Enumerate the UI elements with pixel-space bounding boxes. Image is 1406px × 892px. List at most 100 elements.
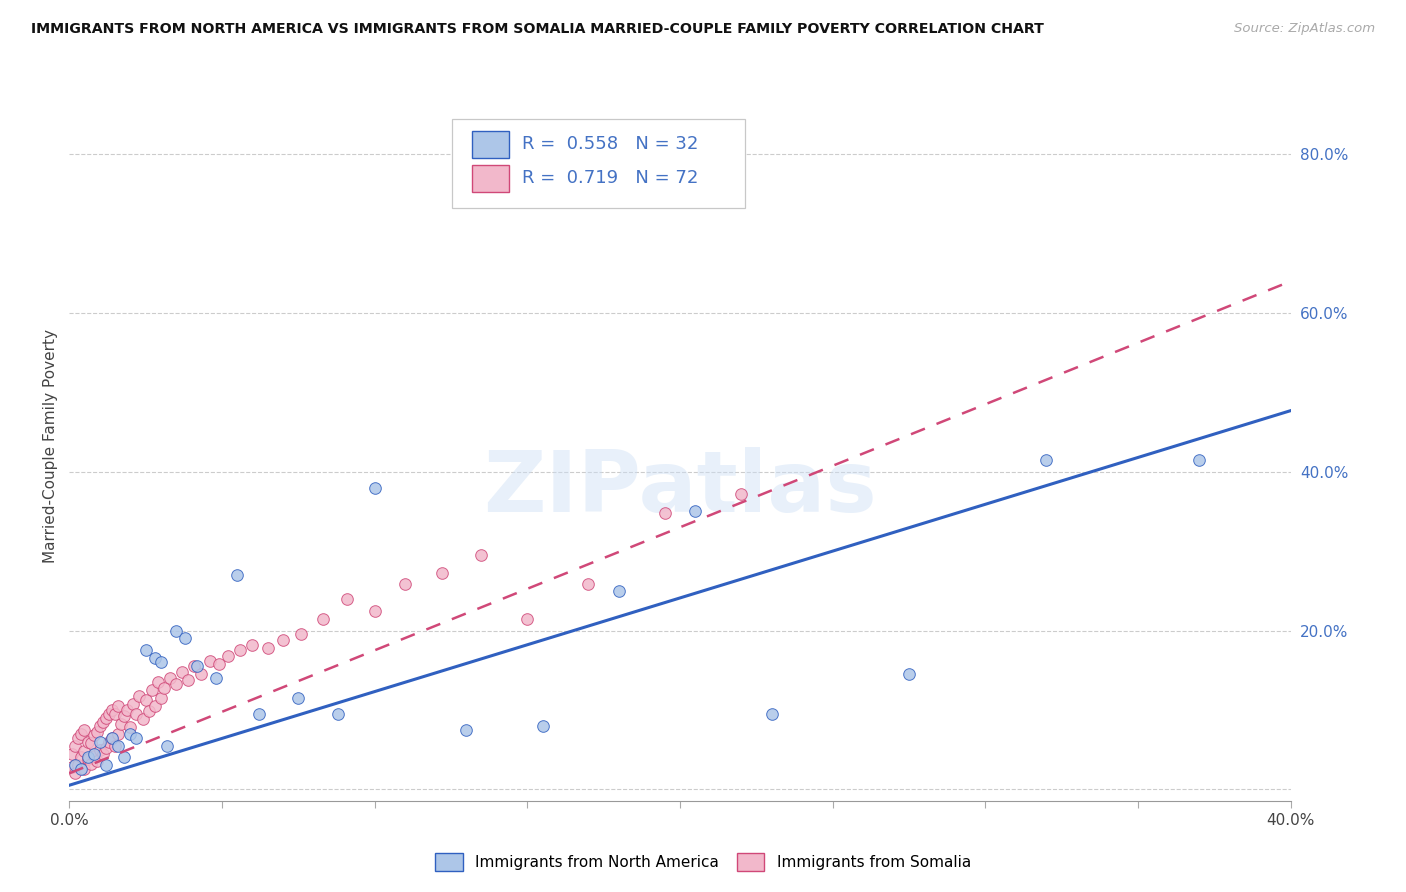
Point bbox=[217, 648, 239, 663]
Point bbox=[73, 723, 96, 737]
Point bbox=[311, 611, 333, 625]
Point bbox=[183, 659, 205, 673]
Point bbox=[65, 758, 87, 772]
Text: ZIPatlas: ZIPatlas bbox=[484, 447, 877, 530]
Point bbox=[208, 657, 231, 671]
Point bbox=[138, 705, 160, 719]
Point bbox=[76, 734, 98, 748]
Point bbox=[146, 675, 169, 690]
Point bbox=[112, 709, 135, 723]
Point bbox=[531, 719, 554, 733]
Point bbox=[97, 706, 120, 721]
Point bbox=[456, 723, 478, 737]
Point bbox=[131, 712, 153, 726]
Point bbox=[110, 717, 132, 731]
Text: Source: ZipAtlas.com: Source: ZipAtlas.com bbox=[1234, 22, 1375, 36]
Point bbox=[65, 739, 87, 753]
Point bbox=[112, 750, 135, 764]
Point bbox=[226, 568, 249, 582]
Point bbox=[247, 706, 270, 721]
Point bbox=[76, 752, 98, 766]
Point bbox=[394, 577, 416, 591]
Point bbox=[143, 698, 166, 713]
Point bbox=[149, 690, 172, 705]
Point bbox=[70, 727, 93, 741]
Point bbox=[290, 627, 312, 641]
Point bbox=[229, 643, 252, 657]
Point bbox=[83, 748, 105, 763]
Point bbox=[89, 734, 111, 748]
Point bbox=[128, 689, 150, 703]
Text: IMMIGRANTS FROM NORTH AMERICA VS IMMIGRANTS FROM SOMALIA MARRIED-COUPLE FAMILY P: IMMIGRANTS FROM NORTH AMERICA VS IMMIGRA… bbox=[31, 22, 1043, 37]
Point bbox=[159, 671, 181, 685]
Point bbox=[204, 671, 226, 685]
Point bbox=[104, 706, 127, 721]
Point bbox=[730, 487, 752, 501]
Point bbox=[125, 731, 148, 745]
Point bbox=[70, 763, 93, 777]
Point bbox=[70, 750, 93, 764]
Point bbox=[242, 638, 264, 652]
Point bbox=[172, 665, 194, 679]
Point bbox=[141, 683, 163, 698]
Point bbox=[430, 566, 453, 581]
Point bbox=[83, 728, 105, 742]
FancyBboxPatch shape bbox=[451, 120, 745, 208]
Point bbox=[79, 736, 101, 750]
Point bbox=[271, 633, 294, 648]
Point bbox=[165, 677, 187, 691]
Point bbox=[97, 734, 120, 748]
Point bbox=[73, 744, 96, 758]
Point bbox=[174, 632, 197, 646]
Point bbox=[326, 706, 349, 721]
FancyBboxPatch shape bbox=[472, 130, 509, 158]
Point bbox=[60, 747, 83, 761]
Point bbox=[91, 714, 114, 729]
Legend: Immigrants from North America, Immigrants from Somalia: Immigrants from North America, Immigrant… bbox=[429, 847, 977, 877]
Point bbox=[83, 747, 105, 761]
Point bbox=[153, 681, 176, 695]
Point bbox=[86, 755, 108, 769]
Point bbox=[86, 725, 108, 739]
Point bbox=[67, 731, 90, 745]
Point bbox=[1035, 453, 1057, 467]
Point bbox=[101, 731, 124, 745]
Point bbox=[336, 591, 359, 606]
Point bbox=[1188, 453, 1211, 467]
Point bbox=[107, 698, 129, 713]
Point bbox=[135, 693, 157, 707]
Point bbox=[363, 604, 385, 618]
Point bbox=[94, 741, 117, 756]
Point bbox=[165, 624, 187, 638]
Text: R =  0.719   N = 72: R = 0.719 N = 72 bbox=[523, 169, 699, 187]
Point bbox=[135, 643, 157, 657]
Point bbox=[516, 611, 538, 625]
Point bbox=[198, 654, 221, 668]
FancyBboxPatch shape bbox=[472, 165, 509, 192]
Point bbox=[104, 739, 127, 753]
Point bbox=[363, 481, 385, 495]
Point bbox=[654, 506, 676, 520]
Point bbox=[122, 697, 145, 711]
Point bbox=[186, 659, 208, 673]
Point bbox=[143, 651, 166, 665]
Point bbox=[60, 760, 83, 774]
Point bbox=[177, 673, 200, 687]
Point bbox=[73, 763, 96, 777]
Text: R =  0.558   N = 32: R = 0.558 N = 32 bbox=[523, 135, 699, 153]
Point bbox=[65, 766, 87, 780]
Point bbox=[120, 720, 142, 734]
Point bbox=[156, 739, 179, 753]
Point bbox=[190, 667, 212, 681]
Point bbox=[607, 583, 630, 598]
Point bbox=[107, 739, 129, 753]
Point bbox=[761, 706, 783, 721]
Point bbox=[89, 742, 111, 756]
Point bbox=[107, 727, 129, 741]
Point bbox=[117, 703, 139, 717]
Point bbox=[149, 655, 172, 669]
Y-axis label: Married-Couple Family Poverty: Married-Couple Family Poverty bbox=[44, 329, 58, 563]
Point bbox=[101, 731, 124, 745]
Point bbox=[67, 758, 90, 772]
Point bbox=[79, 756, 101, 771]
